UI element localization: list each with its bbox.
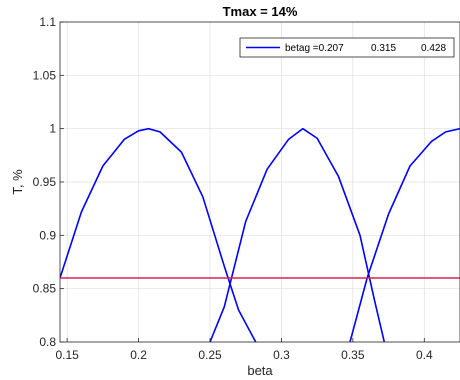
y-tick-label: 0.85 <box>33 282 57 296</box>
x-tick-labels: 0.15 0.2 0.25 0.3 0.35 0.4 <box>55 348 432 362</box>
y-tick-label: 0.8 <box>39 335 56 349</box>
y-tick-label: 0.9 <box>39 228 56 242</box>
legend-label: betag =0.207 <box>285 43 344 54</box>
x-tick-label: 0.15 <box>55 348 79 362</box>
legend-box <box>239 37 455 58</box>
x-tick-label: 0.3 <box>273 348 290 362</box>
y-tick-label: 1.1 <box>39 15 56 29</box>
legend-value: 0.428 <box>421 43 446 54</box>
x-tick-label: 0.4 <box>416 348 433 362</box>
legend: betag =0.207 0.315 0.428 <box>239 37 455 58</box>
tick-marks <box>60 21 425 343</box>
y-axis-label: T, % <box>10 169 25 195</box>
x-tick-label: 0.2 <box>130 348 147 362</box>
x-tick-label: 0.35 <box>341 348 365 362</box>
y-tick-label: 1 <box>49 122 56 136</box>
legend-value: 0.315 <box>371 43 396 54</box>
series-layer <box>60 127 460 342</box>
x-tick-label: 0.25 <box>198 348 222 362</box>
series-line-1 <box>60 127 257 342</box>
series-line-2 <box>209 127 386 342</box>
x-axis-label: beta <box>247 363 273 378</box>
y-tick-labels: 0.8 0.85 0.9 0.95 1 1.05 1.1 <box>33 15 57 349</box>
chart-title: Tmax = 14% <box>223 4 298 19</box>
y-tick-label: 0.95 <box>33 175 57 189</box>
y-tick-label: 1.05 <box>33 68 57 82</box>
